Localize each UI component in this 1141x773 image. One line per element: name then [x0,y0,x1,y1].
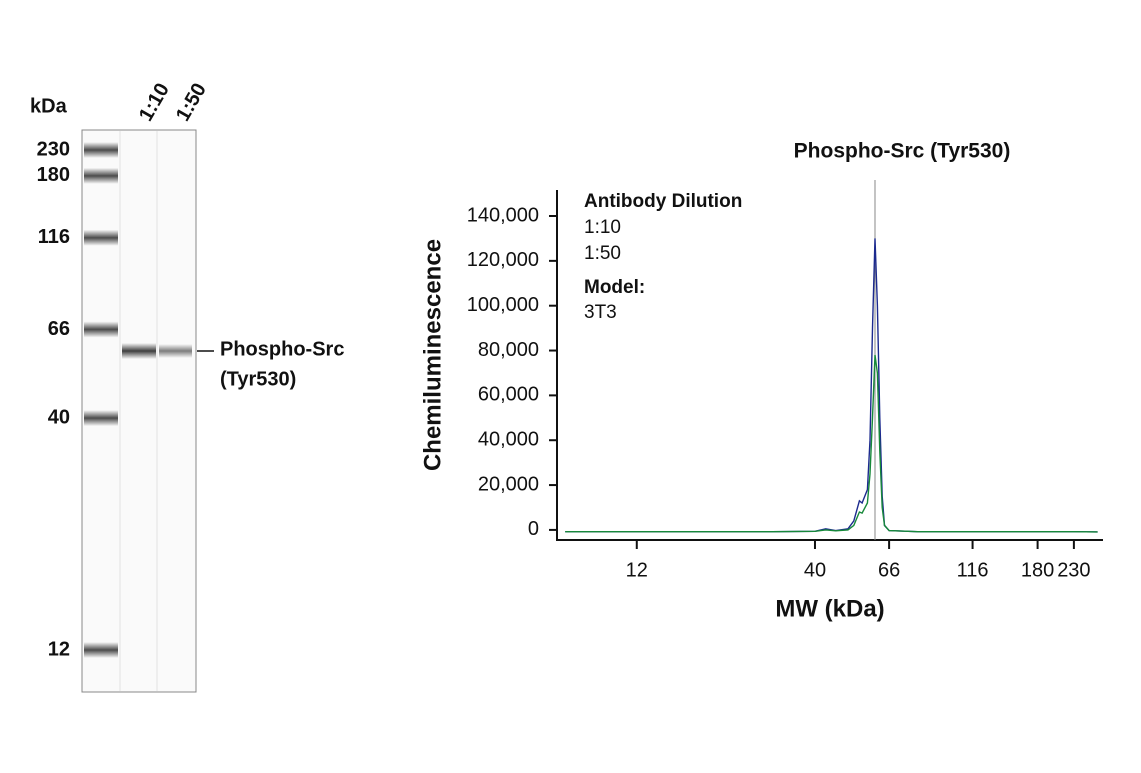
marker-label: 230 [37,138,70,160]
x-tick-label: 180 [1021,559,1054,581]
marker-label: 12 [48,638,70,660]
ladder-band [84,167,118,184]
lane-gap [119,131,121,691]
kda-label: kDa [30,95,68,117]
y-tick-label: 60,000 [478,384,539,406]
y-tick-label: 20,000 [478,473,539,495]
lane-gap [156,131,158,691]
lane-label: 1:10 [135,79,174,125]
y-axis-label: Chemiluminescence [419,239,446,471]
ladder-band [84,410,118,427]
blot-panel: kDa 1:10 1:50 Phospho-Src (Tyr530) 230 18… [30,79,344,693]
ladder-band [84,321,118,338]
ladder-band [84,642,118,658]
lane-label: 1:50 [172,79,211,125]
band-label: (Tyr530) [220,368,296,390]
x-tick-label: 116 [957,559,989,581]
marker-label: 40 [48,406,70,428]
y-tick-label: 120,000 [467,249,539,271]
legend-title: Antibody Dilution [584,191,742,212]
y-tick-label: 0 [528,518,539,540]
x-tick-label: 230 [1057,559,1090,581]
band-label: Phospho-Src [220,338,344,360]
legend-entry: 1:10 [584,217,621,238]
model-label: Model: [584,277,645,298]
ladder-band [84,229,118,246]
x-tick-label: 66 [878,559,900,581]
y-tick-label: 80,000 [478,339,539,361]
series-line [565,354,1098,533]
x-tick-label: 12 [626,559,648,581]
marker-label: 180 [37,164,70,186]
chart-panel: Phospho-Src (Tyr530) MW (kDa) Chemilumin… [419,140,1103,622]
y-tick-label: 100,000 [467,294,539,316]
band [159,344,192,358]
chart-title: Phospho-Src (Tyr530) [794,140,1011,163]
model-value: 3T3 [584,302,617,323]
legend-entry: 1:50 [584,243,621,264]
marker-label: 116 [38,226,70,248]
x-tick-label: 40 [804,559,826,581]
y-tick-label: 140,000 [467,204,539,226]
band [122,343,156,359]
ladder-band [84,142,118,158]
y-tick-label: 40,000 [478,429,539,451]
marker-label: 66 [48,318,70,340]
x-axis-label: MW (kDa) [775,595,884,622]
